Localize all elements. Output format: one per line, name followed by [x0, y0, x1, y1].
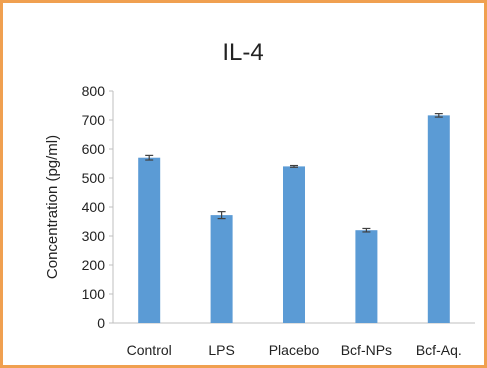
y-tick-label: 0 — [97, 315, 105, 331]
chart-title: IL-4 — [222, 39, 263, 66]
x-tick-label: LPS — [208, 342, 234, 358]
y-tick-label: 100 — [82, 286, 106, 302]
x-tick-label: Bcf-NPs — [341, 342, 392, 358]
y-tick-label: 400 — [82, 199, 106, 215]
y-tick-label: 600 — [82, 141, 106, 157]
error-bars — [145, 113, 443, 233]
y-axis-label: Concentration (pg/ml) — [44, 135, 61, 279]
y-tick-label: 800 — [82, 83, 106, 99]
bar — [283, 166, 305, 323]
bar — [138, 157, 161, 323]
bar — [210, 215, 233, 323]
y-tick-label: 200 — [82, 257, 106, 273]
y-tick-label: 300 — [82, 228, 106, 244]
bar — [355, 230, 378, 323]
y-tick-label: 500 — [82, 170, 106, 186]
x-tick-label: Control — [127, 342, 172, 358]
bar — [427, 115, 450, 323]
bars — [138, 115, 450, 323]
x-ticks: Control LPS Placebo Bcf-NPs Bcf-Aq. — [127, 342, 462, 358]
x-tick-label: Bcf-Aq. — [416, 342, 462, 358]
y-tick-label: 700 — [82, 112, 106, 128]
y-ticks: 0 100 200 300 400 500 600 700 800 — [82, 83, 113, 331]
x-tick-label: Placebo — [269, 342, 320, 358]
